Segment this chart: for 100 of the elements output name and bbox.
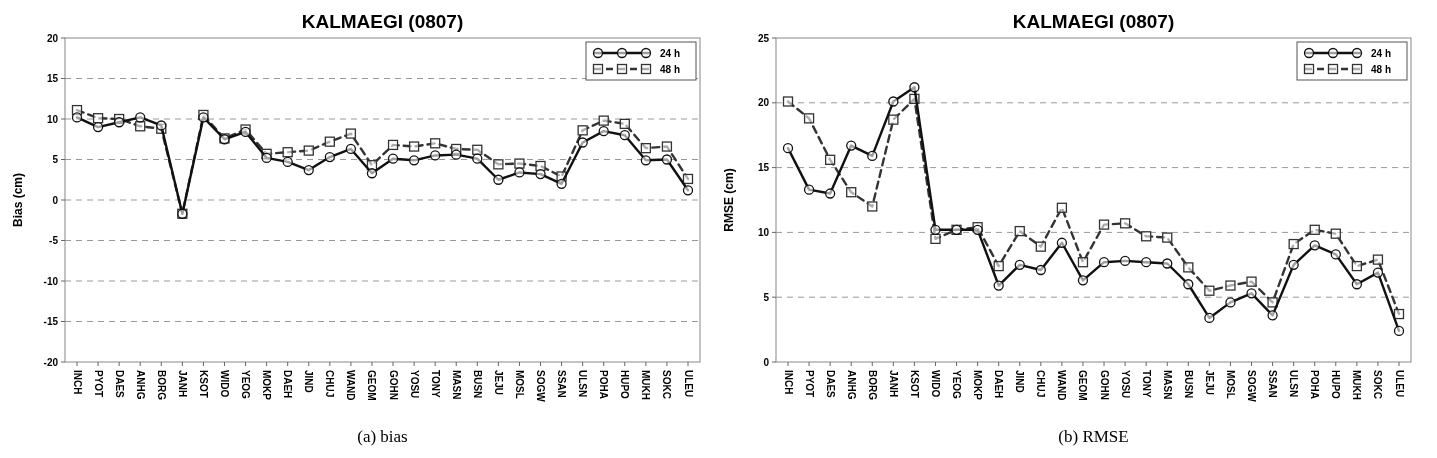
y-tick-label: -10 xyxy=(43,275,59,287)
point xyxy=(1098,219,1110,230)
y-tick-label: -20 xyxy=(43,356,59,368)
x-tick-label: ULEU xyxy=(1393,370,1405,398)
point xyxy=(1056,202,1068,213)
x-tick-label: BORG xyxy=(155,370,167,401)
point xyxy=(1141,231,1152,242)
point xyxy=(1372,254,1384,265)
point xyxy=(1288,259,1299,270)
point xyxy=(303,145,314,156)
x-tick-label: JEJU xyxy=(1203,370,1215,396)
point xyxy=(135,121,146,132)
x-tick-label: GOHN xyxy=(387,370,399,400)
x-tick-label: MASN xyxy=(1161,370,1173,400)
point xyxy=(1056,237,1068,248)
x-tick-label: KSOT xyxy=(197,370,209,398)
point xyxy=(1014,225,1025,237)
point xyxy=(1183,279,1194,290)
point xyxy=(113,117,125,128)
point xyxy=(803,184,815,195)
point xyxy=(472,153,483,164)
point xyxy=(1014,259,1025,270)
x-tick-label: SOKC xyxy=(1372,370,1384,399)
point xyxy=(846,140,857,151)
x-tick-label: DAEH xyxy=(282,370,294,399)
point xyxy=(1309,224,1320,235)
point xyxy=(345,143,357,155)
x-tick-label: ULSN xyxy=(577,370,589,398)
point xyxy=(366,168,378,179)
x-tick-label: WIDO xyxy=(929,370,941,398)
point xyxy=(1183,262,1194,273)
y-tick-label: 25 xyxy=(757,32,770,44)
point xyxy=(803,113,815,124)
point xyxy=(408,141,420,152)
x-tick-label: ANHG xyxy=(845,370,857,400)
point xyxy=(909,82,920,93)
point xyxy=(782,96,794,107)
x-tick-label: WAND xyxy=(345,370,357,401)
y-tick-label: 10 xyxy=(46,113,59,125)
y-tick-label: 5 xyxy=(52,154,59,165)
legend-label: 48 h xyxy=(1371,63,1392,75)
y-tick-label: 5 xyxy=(763,291,770,303)
point xyxy=(387,153,399,164)
point xyxy=(1393,325,1405,337)
x-tick-label: ANHG xyxy=(134,370,146,400)
x-tick-label: GEOM xyxy=(1077,370,1089,401)
point xyxy=(71,112,83,123)
point xyxy=(1035,264,1046,276)
text: (a) bias xyxy=(357,427,408,446)
point xyxy=(1246,276,1257,287)
point xyxy=(782,143,794,154)
legend-label: 24 h xyxy=(660,47,681,59)
x-tick-label: MOSL xyxy=(1224,370,1236,399)
x-tick-label: JIND xyxy=(1014,370,1026,393)
point xyxy=(661,154,673,165)
y-tick-label: -15 xyxy=(43,316,59,327)
x-tick-label: ULSN xyxy=(1288,370,1300,398)
x-tick-label: KSOT xyxy=(908,370,920,398)
point xyxy=(451,149,462,160)
point xyxy=(1225,280,1236,291)
point xyxy=(682,173,694,185)
point xyxy=(1098,257,1110,268)
point xyxy=(824,188,836,199)
point xyxy=(682,185,694,196)
y-tick-label: 0 xyxy=(763,356,770,368)
point xyxy=(619,130,630,141)
point xyxy=(282,156,293,168)
x-tick-label: SOGW xyxy=(535,370,547,403)
x-tick-label: DAES xyxy=(113,370,125,399)
x-tick-label: MOSL xyxy=(513,370,525,399)
x-tick-label: GEOM xyxy=(366,370,378,401)
x-tick-label: BUSN xyxy=(471,370,483,399)
y-tick-label: 0 xyxy=(52,194,59,206)
point xyxy=(619,118,630,130)
x-tick-label: JIND xyxy=(303,370,315,393)
x-tick-label: SSAN xyxy=(556,370,568,398)
point xyxy=(1267,297,1278,308)
point xyxy=(640,143,652,154)
point xyxy=(282,147,293,158)
point xyxy=(867,201,878,212)
y-tick-label: 15 xyxy=(46,73,59,84)
chart-title: KALMAEGI (0807) xyxy=(301,11,464,32)
x-tick-label: GOHN xyxy=(1098,370,1110,400)
x-tick-label: MOKP xyxy=(972,370,984,401)
chart-title: KALMAEGI (0807) xyxy=(1012,11,1175,32)
point xyxy=(1288,238,1299,250)
x-tick-label: MOKP xyxy=(261,370,273,401)
x-tick-label: JANH xyxy=(887,370,899,398)
point xyxy=(535,168,546,180)
x-tick-label: INCH xyxy=(782,370,794,395)
point xyxy=(577,137,588,148)
x-tick-label: TONY xyxy=(1140,370,1152,398)
point xyxy=(324,151,335,163)
point xyxy=(993,260,1004,272)
legend-label: 24 h xyxy=(1371,47,1392,59)
point xyxy=(303,164,314,176)
point xyxy=(1393,308,1405,320)
point xyxy=(888,114,899,125)
point xyxy=(556,178,567,189)
x-tick-label: DAES xyxy=(824,370,836,399)
